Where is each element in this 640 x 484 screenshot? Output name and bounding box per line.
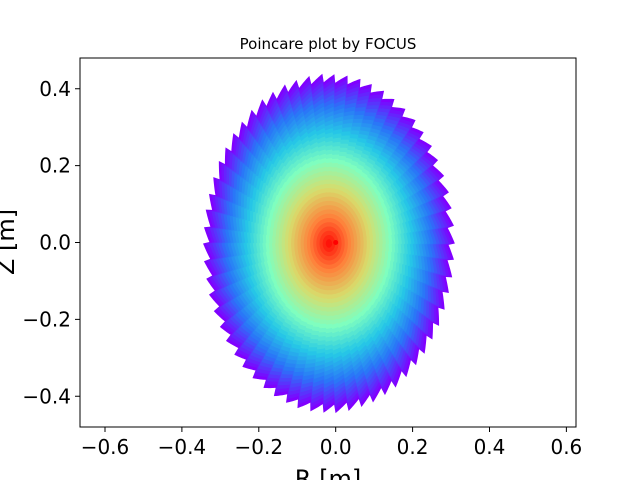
y-tick-label: 0.0 [39,231,71,255]
y-tick-label: −0.4 [22,384,71,408]
y-tick-label: 0.4 [39,77,71,101]
chart-title: Poincare plot by FOCUS [240,35,417,53]
x-tick-label: −0.4 [158,435,207,459]
x-axis: −0.6 −0.4 −0.2 0.0 0.2 0.4 0.6 [81,427,582,459]
y-tick-label: 0.2 [39,154,71,178]
x-tick-label: 0.4 [474,435,506,459]
y-axis-label: Z [m] [0,209,20,275]
magnetic-axis-point [333,240,339,245]
x-tick-label: 0.6 [550,435,582,459]
plot-content [203,73,455,414]
x-axis-label: R [m] [295,465,361,480]
flux-surface [325,239,333,248]
x-tick-label: −0.2 [235,435,284,459]
x-tick-label: 0.0 [320,435,352,459]
x-tick-label: −0.6 [81,435,130,459]
y-tick-label: −0.2 [22,307,71,331]
y-axis: −0.4 −0.2 0.0 0.2 0.4 [22,77,80,408]
x-tick-label: 0.2 [397,435,429,459]
